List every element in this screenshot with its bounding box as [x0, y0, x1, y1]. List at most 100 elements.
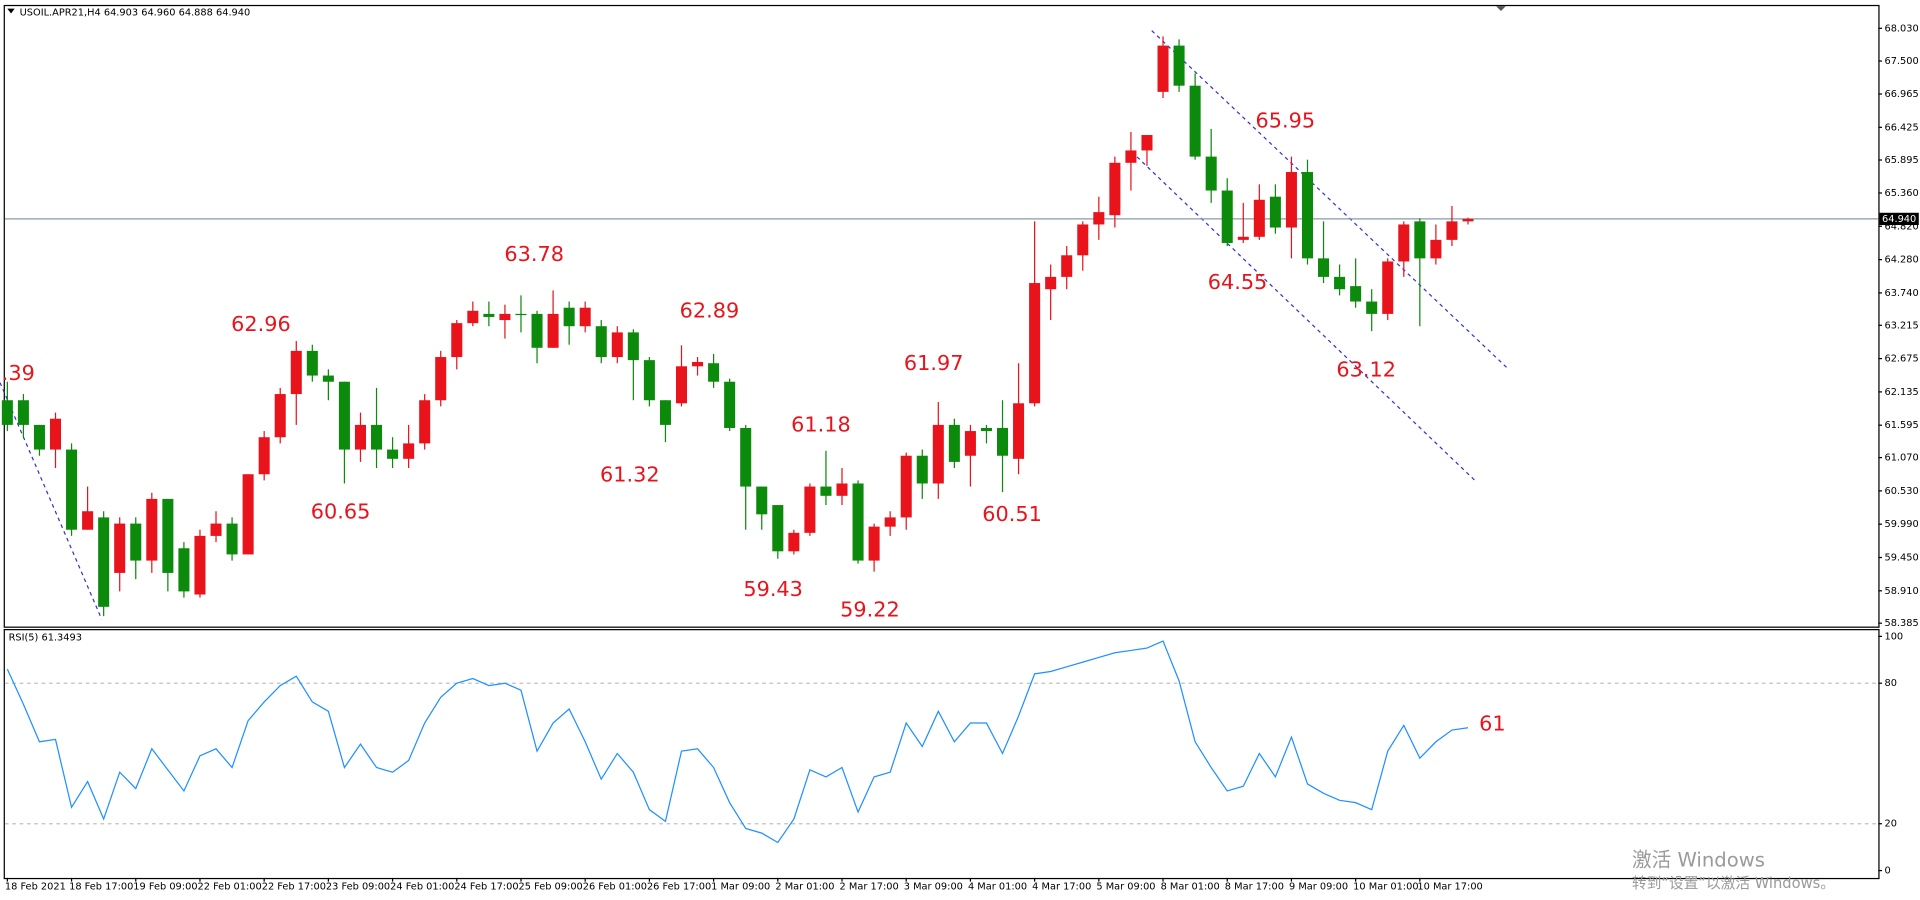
candle-body [354, 424, 366, 450]
candle-body [419, 400, 431, 444]
candle-body [1382, 261, 1394, 314]
x-tick-label: 22 Feb 17:00 [262, 882, 326, 893]
y-tick-label: 100 [1884, 631, 1903, 642]
candle-body [643, 360, 655, 401]
candle-body [1029, 283, 1041, 404]
candle-body [579, 307, 591, 327]
x-tick-label: 22 Feb 01:00 [198, 882, 262, 893]
x-tick-label: 10 Mar 01:00 [1353, 882, 1418, 893]
candle-body [322, 375, 334, 382]
candle-body [1462, 218, 1474, 222]
candle-body [1189, 85, 1201, 157]
x-tick-label: 19 Feb 09:00 [133, 882, 197, 893]
price-annotation: 60.65 [311, 500, 371, 524]
candle-body [1366, 301, 1378, 314]
candle-body [387, 449, 399, 459]
candle-body [916, 455, 928, 484]
y-tick-label: 62.135 [1884, 387, 1918, 398]
candle-body [611, 332, 623, 358]
candle-body [194, 535, 206, 595]
candle-body [210, 523, 222, 536]
candle-body [1125, 150, 1137, 163]
x-tick-label: 4 Mar 17:00 [1032, 882, 1091, 893]
candle-body [66, 449, 78, 530]
x-tick-label: 4 Mar 01:00 [968, 882, 1027, 893]
candle-body [1141, 135, 1153, 151]
candle-body [932, 424, 944, 484]
y-tick-label: 65.895 [1884, 155, 1918, 166]
candle-body [804, 486, 816, 533]
candle-body [740, 427, 752, 487]
candle-body [708, 363, 720, 382]
candle-body [130, 523, 142, 561]
y-tick-label: 66.965 [1884, 89, 1918, 100]
price-annotation: 61.32 [600, 463, 660, 487]
trend-line [0, 382, 103, 620]
price-annotation: 61.97 [904, 351, 964, 375]
rsi-panel [3, 629, 1880, 880]
x-tick-label: 10 Mar 17:00 [1417, 882, 1482, 893]
candle-body [226, 523, 238, 555]
price-annotation: 63.78 [504, 242, 564, 266]
candle-body [788, 532, 800, 552]
y-tick-label: 58.910 [1884, 586, 1918, 597]
candle-body [884, 517, 896, 527]
candle-body [964, 431, 976, 456]
y-tick-label: 0 [1884, 866, 1890, 877]
x-tick-label: 18 Feb 2021 [5, 882, 66, 893]
candle-body [1157, 45, 1169, 92]
candle-body [1013, 403, 1025, 459]
candle-body [49, 418, 62, 450]
candle-body [499, 313, 511, 321]
y-tick-label: 61.070 [1884, 453, 1918, 464]
price-panel [3, 4, 1880, 628]
candle-body [1301, 172, 1314, 259]
candle-body [114, 523, 126, 573]
candle-body [306, 350, 318, 376]
price-annotation: 59.22 [840, 598, 900, 622]
y-tick-label: 60.530 [1884, 486, 1918, 497]
candle-body [1318, 258, 1330, 277]
rsi-annotation: 61 [1479, 712, 1506, 736]
x-tick-label: 25 Feb 09:00 [519, 882, 583, 893]
x-tick-label: 23 Feb 09:00 [326, 882, 390, 893]
candle-body [1061, 255, 1073, 277]
y-tick-label: 63.740 [1884, 288, 1918, 299]
candle-body [531, 313, 543, 348]
x-tick-label: 18 Feb 17:00 [69, 882, 133, 893]
price-annotation: 62.89 [680, 298, 740, 322]
price-annotation: .39 [2, 361, 35, 385]
price-annotation: 61.18 [791, 412, 851, 436]
candle-body [1398, 224, 1410, 262]
y-tick-label: 61.595 [1884, 420, 1918, 431]
candle-body [563, 307, 575, 327]
y-tick-label: 63.215 [1884, 320, 1918, 331]
candle-body [1077, 224, 1089, 256]
x-tick-label: 8 Mar 17:00 [1225, 882, 1284, 893]
y-tick-label: 68.030 [1884, 23, 1918, 34]
x-tick-label: 26 Feb 01:00 [583, 882, 647, 893]
x-tick-label: 3 Mar 09:00 [904, 882, 963, 893]
candle-body [1093, 212, 1105, 225]
candle-body [1414, 221, 1426, 259]
candle-body [659, 400, 671, 425]
candle-body [338, 381, 350, 450]
last-price-label: 64.940 [1882, 214, 1916, 225]
y-tick-label: 62.675 [1884, 354, 1918, 365]
candle-body [17, 400, 29, 425]
candle-body [290, 350, 302, 395]
menu-arrow[interactable] [7, 8, 15, 14]
candle-body [868, 526, 880, 561]
candle-body [627, 332, 639, 361]
y-tick-label: 67.500 [1884, 56, 1918, 67]
candles [1, 36, 1879, 617]
candle-body [515, 313, 527, 316]
candle-body [756, 486, 768, 515]
chart-title: USOIL.APR21,H4 64.903 64.960 64.888 64.9… [20, 7, 251, 18]
watermark: 转到“设置”以激活 Windows。 [1632, 875, 1835, 892]
candle-body [242, 474, 254, 555]
candle-body [948, 424, 960, 462]
candle-body [178, 548, 190, 592]
candle-body [1109, 162, 1121, 216]
candle-body [1253, 199, 1265, 237]
